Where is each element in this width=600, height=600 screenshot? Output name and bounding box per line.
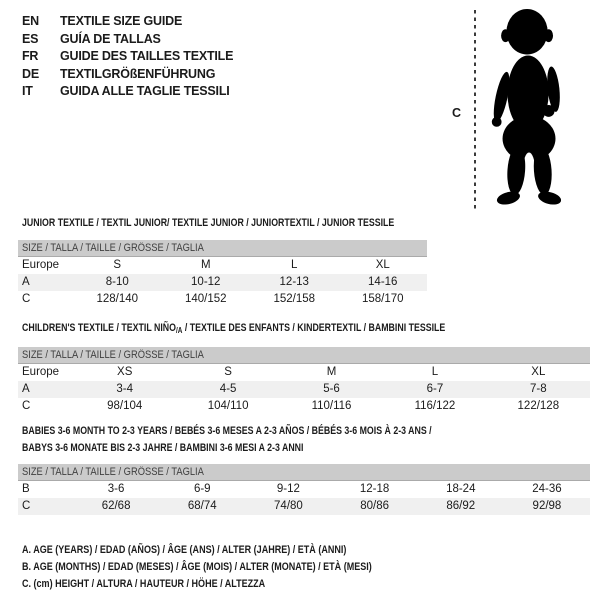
row-label: C xyxy=(22,293,31,305)
language-code: DE xyxy=(22,66,39,81)
age-cell: 9-12 xyxy=(276,483,300,495)
table-row: Europe XS S M L XL xyxy=(18,364,590,381)
row-label: A xyxy=(22,276,30,288)
size-cell: XL xyxy=(531,366,546,378)
age-cell: 8-10 xyxy=(105,276,129,288)
age-cell: 6-9 xyxy=(193,483,211,495)
row-label: C xyxy=(22,400,31,412)
table-row: Europe S M L XL xyxy=(18,257,427,274)
language-row: IT GUIDA ALLE TAGLIE TESSILI xyxy=(22,83,233,101)
table-row: A 3-4 4-5 5-6 6-7 7-8 xyxy=(18,381,590,398)
height-cell: 80/86 xyxy=(360,500,389,512)
language-code: ES xyxy=(22,31,39,46)
height-cell: 110/116 xyxy=(311,400,352,412)
footnote-age-years: A. AGE (YEARS) / EDAD (AÑOS) / ÂGE (ANS)… xyxy=(22,544,347,556)
language-title: GUÍA DE TALLAS xyxy=(60,31,161,46)
height-cell: 92/98 xyxy=(532,500,562,512)
age-cell: 7-8 xyxy=(530,383,547,395)
size-cell: XL xyxy=(375,259,390,271)
row-label: Europe xyxy=(22,366,60,378)
age-cell: 3-4 xyxy=(116,383,134,395)
age-cell: 14-16 xyxy=(368,276,398,288)
row-label: C xyxy=(22,500,31,512)
height-cell: 122/128 xyxy=(517,400,560,412)
language-title: GUIDE DES TAILLES TEXTILE xyxy=(60,49,234,63)
language-title: GUIDA ALLE TAGLIE TESSILI xyxy=(60,84,230,98)
row-label: A xyxy=(22,383,30,395)
age-cell: 24-36 xyxy=(532,483,562,495)
height-cell: 128/140 xyxy=(96,293,139,305)
height-cell: 152/158 xyxy=(273,293,316,305)
size-cell: L xyxy=(291,259,298,271)
size-cell: L xyxy=(431,366,439,378)
size-cell: M xyxy=(326,366,337,378)
table-row: C 98/104 104/110 110/116 116/122 122/128 xyxy=(18,398,590,415)
size-header-bar: SIZE / TALLA / TAILLE / GRÖSSE / TAGLIA xyxy=(18,464,590,481)
height-cell: 140/152 xyxy=(184,293,227,305)
language-row: EN TEXTILE SIZE GUIDE xyxy=(22,13,233,31)
row-label: B xyxy=(22,483,30,495)
junior-table: SIZE / TALLA / TAILLE / GRÖSSE / TAGLIA … xyxy=(18,240,427,308)
babies-table-title: BABIES 3-6 MONTH TO 2-3 YEARS / BEBÉS 3-… xyxy=(22,425,432,454)
footnote-age-months: B. AGE (MONTHS) / EDAD (MESES) / ÂGE (MO… xyxy=(22,561,372,574)
age-cell: 12-13 xyxy=(279,276,309,288)
footnote-height-cm: C. (cm) HEIGHT / ALTURA / HAUTEUR / HÖHE… xyxy=(22,578,266,591)
height-cell: 104/110 xyxy=(207,400,249,412)
table-row: B 3-6 6-9 9-12 12-18 18-24 24-36 xyxy=(18,481,590,498)
height-dashed-line xyxy=(474,10,476,210)
height-cell: 158/170 xyxy=(361,293,404,305)
language-code: IT xyxy=(22,84,33,98)
junior-table-title: JUNIOR TEXTILE / TEXTIL JUNIOR/ TEXTILE … xyxy=(22,217,395,229)
table-row: C 128/140 140/152 152/158 158/170 xyxy=(18,291,427,308)
language-code: EN xyxy=(22,14,39,28)
size-header-bar: SIZE / TALLA / TAILLE / GRÖSSE / TAGLIA xyxy=(18,240,427,257)
height-cell: 62/68 xyxy=(101,500,131,512)
children-table-title: CHILDREN'S TEXTILE / TEXTIL NIÑO/A / TEX… xyxy=(22,322,446,335)
height-cell: 74/80 xyxy=(274,500,303,512)
language-title: TEXTILE SIZE GUIDE xyxy=(60,14,183,28)
age-cell: 18-24 xyxy=(446,483,476,495)
language-title: TEXTILGRÖßENFÜHRUNG xyxy=(60,66,216,81)
table-row: C 62/68 68/74 74/80 80/86 86/92 92/98 xyxy=(18,498,590,515)
children-table: SIZE / TALLA / TAILLE / GRÖSSE / TAGLIA … xyxy=(18,347,590,415)
age-cell: 12-18 xyxy=(359,483,390,495)
height-cell: 86/92 xyxy=(446,500,476,512)
height-cell: 98/104 xyxy=(107,400,143,412)
age-cell: 6-7 xyxy=(426,383,444,395)
size-cell: M xyxy=(200,259,211,271)
language-row: ES GUÍA DE TALLAS xyxy=(22,31,233,49)
size-cell: S xyxy=(224,366,232,378)
babies-table: SIZE / TALLA / TAILLE / GRÖSSE / TAGLIA … xyxy=(18,464,590,515)
height-cell: 116/122 xyxy=(414,400,456,412)
size-header-bar: SIZE / TALLA / TAILLE / GRÖSSE / TAGLIA xyxy=(18,347,590,364)
size-cell: XS xyxy=(117,366,133,378)
size-cell: S xyxy=(113,259,122,271)
language-code: FR xyxy=(22,49,39,63)
height-measure-label: C xyxy=(452,106,462,120)
legend-footnotes: A. AGE (YEARS) / EDAD (AÑOS) / ÂGE (ANS)… xyxy=(22,542,449,594)
table-row: A 8-10 10-12 12-13 14-16 xyxy=(18,274,427,291)
language-row: FR GUIDE DES TAILLES TEXTILE xyxy=(22,48,233,66)
row-label: Europe xyxy=(22,259,60,271)
age-cell: 4-5 xyxy=(219,383,237,395)
age-cell: 3-6 xyxy=(107,483,125,495)
language-row: DE TEXTILGRÖßENFÜHRUNG xyxy=(22,66,233,84)
height-cell: 68/74 xyxy=(187,500,217,512)
baby-silhouette-icon xyxy=(491,8,562,205)
language-title-list: EN TEXTILE SIZE GUIDE ES GUÍA DE TALLAS … xyxy=(22,13,233,101)
age-cell: 5-6 xyxy=(323,383,340,395)
age-cell: 10-12 xyxy=(191,276,221,288)
